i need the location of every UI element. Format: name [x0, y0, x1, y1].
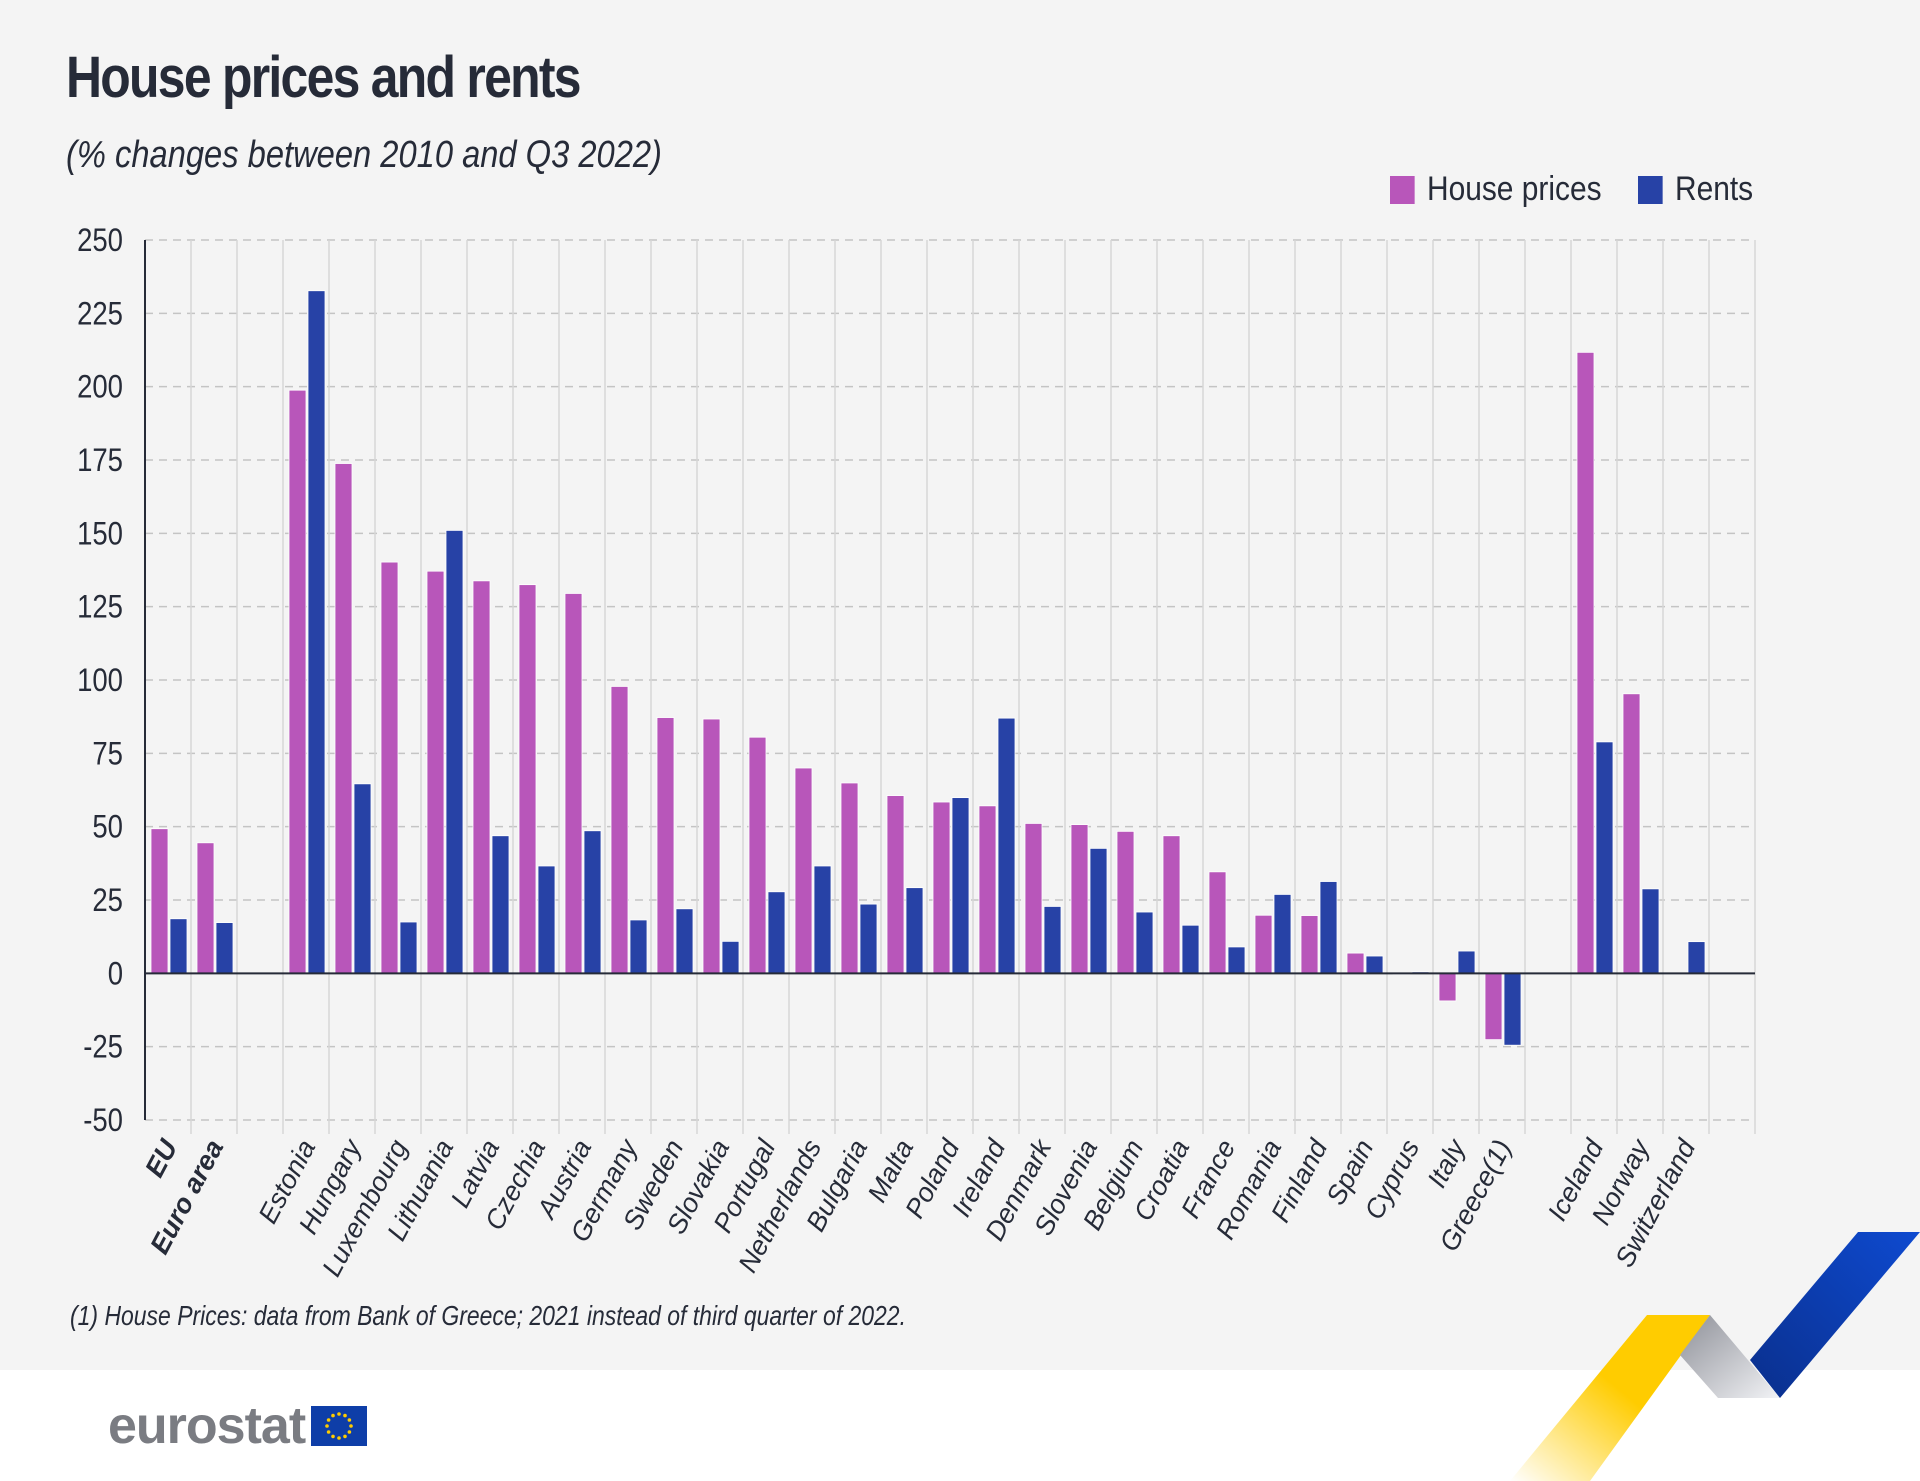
bar-house-prices [1162, 835, 1181, 974]
bar-house-prices [380, 561, 399, 974]
bar-rents [1595, 741, 1614, 974]
y-tick-label: 225 [77, 296, 123, 331]
bar-house-prices [978, 805, 997, 974]
bar-house-prices [150, 828, 169, 974]
bar-house-prices [840, 782, 859, 974]
bar-rents [1641, 888, 1660, 974]
y-tick-label: 250 [77, 223, 123, 258]
bar-house-prices [334, 463, 353, 974]
bar-house-prices [1024, 823, 1043, 974]
bars [150, 290, 1706, 1046]
bar-house-prices [1576, 351, 1595, 974]
bar-rents [675, 908, 694, 974]
bar-house-prices [702, 718, 721, 974]
bar-rents [399, 921, 418, 974]
bar-rents [767, 891, 786, 974]
bar-house-prices [610, 686, 629, 974]
bar-rents [1227, 946, 1246, 974]
bar-rents [721, 940, 740, 974]
bar-rents [1273, 894, 1292, 974]
y-tick-label: 125 [77, 590, 123, 625]
bar-house-prices [656, 717, 675, 974]
y-tick-label: -50 [83, 1103, 123, 1138]
bar-rents [1181, 924, 1200, 974]
bar-house-prices [748, 736, 767, 974]
bar-house-prices [886, 795, 905, 974]
bar-rents [169, 918, 188, 974]
bar-house-prices [1346, 952, 1365, 974]
bar-rents [905, 887, 924, 974]
y-tick-label: 175 [77, 443, 123, 478]
y-tick-label: 200 [77, 370, 123, 405]
bar-house-prices [794, 767, 813, 974]
bar-rents [353, 783, 372, 974]
x-tick-label: EU [139, 1133, 184, 1182]
legend-swatch-rents [1638, 175, 1664, 204]
legend: House prices Rents [1390, 170, 1769, 209]
axes [144, 240, 1755, 1120]
y-tick-label: 75 [92, 736, 123, 771]
footnote: (1) House Prices: data from Bank of Gree… [70, 1300, 906, 1331]
bar-house-prices [1622, 693, 1641, 974]
bar-house-prices [1254, 914, 1273, 974]
bar-house-prices [1484, 972, 1503, 1041]
y-tick-label: 25 [92, 883, 123, 918]
bar-house-prices [472, 580, 491, 974]
eu-flag-icon [311, 1406, 368, 1446]
y-tick-label: -25 [83, 1030, 123, 1065]
bar-rents [1457, 950, 1476, 974]
legend-label-rents: Rents [1675, 170, 1754, 208]
bar-house-prices [1208, 871, 1227, 974]
bar-rents [859, 903, 878, 974]
legend-item-house-prices: House prices [1390, 170, 1602, 209]
bar-rents [491, 835, 510, 974]
bar-house-prices [932, 801, 951, 974]
bar-rents [1135, 911, 1154, 974]
bar-house-prices [1116, 830, 1135, 974]
eurostat-logo: eurostat [108, 1396, 368, 1456]
legend-label-house-prices: House prices [1426, 170, 1602, 208]
bar-rents [1687, 941, 1706, 974]
bar-rents [1043, 906, 1062, 974]
bar-house-prices [196, 842, 215, 974]
bar-house-prices [1438, 972, 1457, 1002]
bar-house-prices [1300, 915, 1319, 974]
bar-house-prices [288, 389, 307, 974]
bar-rents [951, 797, 970, 974]
bar-rents [997, 717, 1016, 974]
bar-rents [307, 290, 326, 974]
bar-rents [215, 922, 234, 974]
bar-house-prices [518, 584, 537, 974]
bar-rents [1319, 881, 1338, 974]
y-tick-label: 50 [92, 810, 123, 845]
bar-rents [537, 865, 556, 974]
y-tick-label: 100 [77, 663, 123, 698]
bar-rents [1503, 972, 1522, 1046]
y-tick-label: 0 [108, 956, 123, 991]
decorative-ribbon-icon [1510, 1232, 1920, 1481]
gridlines [145, 239, 1756, 1134]
bar-house-prices [1070, 824, 1089, 974]
chart-subtitle: (% changes between 2010 and Q3 2022) [66, 134, 662, 176]
bar-house-prices [426, 570, 445, 974]
legend-swatch-house-prices [1390, 175, 1415, 204]
y-tick-label: 150 [77, 516, 123, 551]
chart-title: House prices and rents [66, 45, 582, 110]
bar-rents [445, 530, 464, 974]
bar-rents [813, 865, 832, 974]
bar-rents [629, 919, 648, 974]
legend-item-rents: Rents [1638, 170, 1754, 209]
bar-rents [1089, 847, 1108, 974]
bar-rents [1365, 955, 1384, 974]
logo-text: eurostat [108, 1397, 306, 1455]
bar-rents [583, 830, 602, 974]
bar-house-prices [564, 593, 583, 974]
